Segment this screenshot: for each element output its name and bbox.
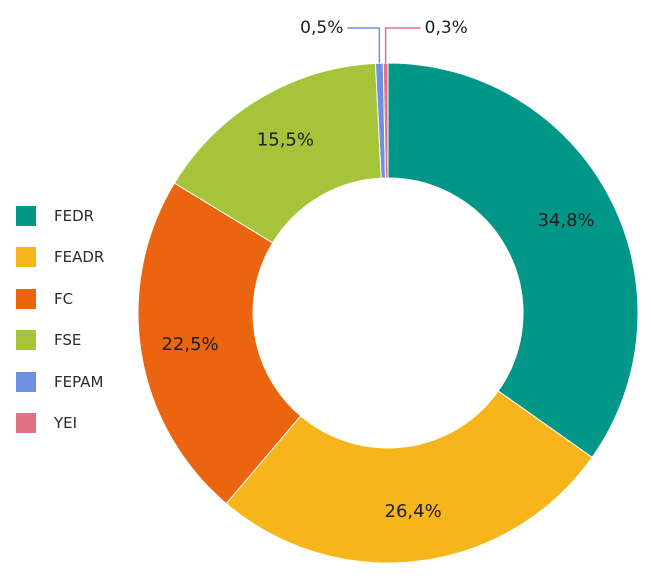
legend-swatch-feadr <box>16 247 36 268</box>
legend-swatch-fc <box>16 288 36 309</box>
legend-label-feadr: FEADR <box>54 248 105 267</box>
legend-item-fedr: FEDR <box>16 195 104 237</box>
legend-label-fedr: FEDR <box>54 206 95 225</box>
legend-item-fepam: FEPAM <box>16 361 104 403</box>
slice-yei <box>382 62 389 179</box>
value-label-fse: 15,5% <box>257 130 314 151</box>
slice-feadr <box>225 390 593 564</box>
slice-fc <box>137 182 302 505</box>
legend-swatch-fepam <box>16 371 36 392</box>
legend-item-yei: YEI <box>16 403 104 445</box>
legend-label-yei: YEI <box>54 414 78 433</box>
legend-swatch-fse <box>16 330 36 351</box>
slice-fedr <box>387 62 639 459</box>
legend-item-fc: FC <box>16 278 104 320</box>
value-label-feadr: 26,4% <box>385 501 442 522</box>
slice-fse <box>173 62 382 244</box>
legend-label-fepam: FEPAM <box>54 372 104 391</box>
callout-line-fepam <box>347 27 381 64</box>
value-label-fc: 22,5% <box>161 334 218 355</box>
legend-label-fse: FSE <box>54 331 82 350</box>
legend-item-feadr: FEADR <box>16 237 104 279</box>
value-label-fedr: 34,8% <box>537 210 594 231</box>
legend-swatch-yei <box>16 413 36 434</box>
chart-legend: FEDR FEADR FC FSE FEPAM YEI <box>16 195 104 444</box>
legend-label-fc: FC <box>54 289 74 308</box>
callout-line-yei <box>384 27 421 64</box>
value-label-fepam: 0,5% <box>300 18 343 38</box>
legend-item-fse: FSE <box>16 320 104 362</box>
legend-swatch-fedr <box>16 205 36 226</box>
value-label-yei: 0,3% <box>425 18 468 38</box>
